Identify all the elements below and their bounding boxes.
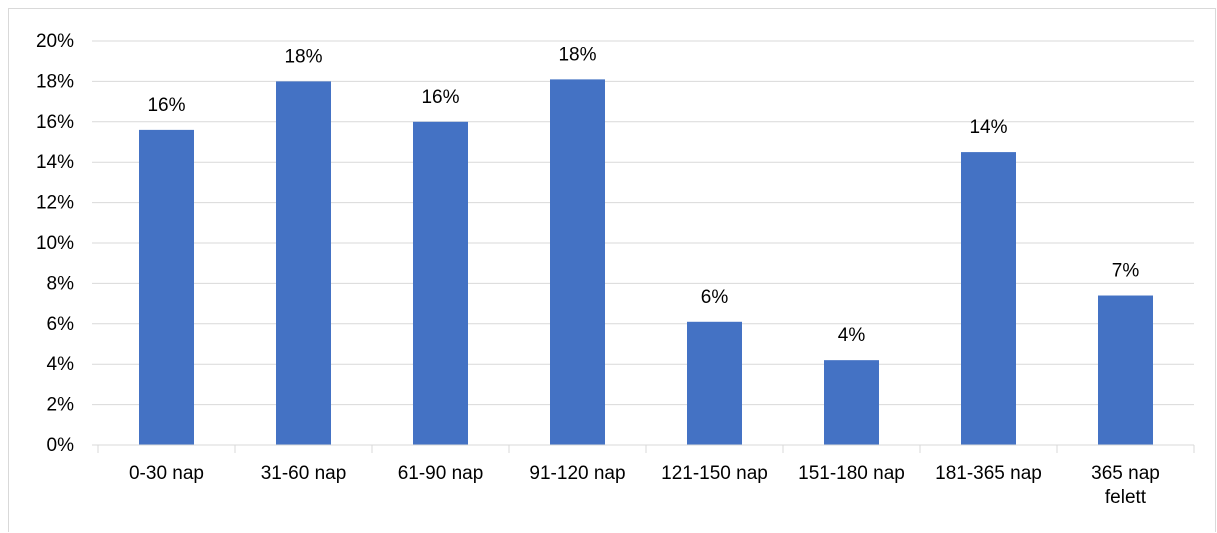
y-tick-label: 18% (36, 71, 74, 92)
y-tick-label: 4% (47, 354, 75, 375)
data-label: 6% (701, 287, 729, 308)
y-tick-label: 14% (36, 152, 74, 173)
x-tick-label: 181-365 nap (935, 463, 1042, 484)
bar (413, 121, 468, 446)
data-label: 16% (421, 87, 459, 108)
x-tick-label: 31-60 nap (261, 463, 347, 484)
data-label: 18% (284, 46, 322, 67)
bar (550, 79, 605, 445)
bar (824, 360, 879, 445)
x-tick-label: 61-90 nap (398, 463, 484, 484)
bars (139, 79, 1153, 446)
x-tick-label: 91-120 nap (529, 463, 625, 484)
bar (276, 81, 331, 446)
data-labels: 16% 18% 16% 18% 6% 4% 14% 7% (147, 44, 1139, 346)
data-label: 4% (838, 325, 866, 346)
data-label: 16% (147, 95, 185, 116)
y-tick-label: 16% (36, 112, 74, 133)
x-tick-label: 365 nap felett (1091, 463, 1160, 508)
y-tick-label: 2% (47, 395, 75, 416)
y-tick-label: 8% (47, 273, 75, 294)
bar-chart: 0% 2% 4% 6% 8% 10% 12% 14% 16% 18% 20% 16% 18% 16% 18… (36, 31, 1195, 508)
y-tick-label: 6% (47, 314, 75, 335)
x-axis (92, 444, 1195, 453)
y-tick-label: 20% (36, 31, 74, 52)
bar (1098, 295, 1153, 445)
data-label: 7% (1112, 261, 1140, 282)
gridlines (92, 40, 1194, 406)
y-tick-label: 12% (36, 193, 74, 214)
y-tick-label: 0% (47, 435, 75, 456)
y-axis-tick-labels: 0% 2% 4% 6% 8% 10% 12% 14% 16% 18% 20% (36, 31, 74, 456)
x-tick-label: 121-150 nap (661, 463, 768, 484)
y-tick-label: 10% (36, 233, 74, 254)
chart-frame: 0% 2% 4% 6% 8% 10% 12% 14% 16% 18% 20% 16% 18% 16% 18… (8, 8, 1216, 532)
x-tick-label: 151-180 nap (798, 463, 905, 484)
bar (961, 152, 1016, 445)
data-label: 14% (969, 117, 1007, 138)
x-tick-label: 0-30 nap (129, 463, 204, 484)
bar (687, 321, 742, 445)
bar (139, 129, 194, 445)
x-axis-tick-labels: 0-30 nap 31-60 nap 61-90 nap 91-120 nap 121-… (129, 463, 1160, 508)
data-label: 18% (558, 44, 596, 65)
